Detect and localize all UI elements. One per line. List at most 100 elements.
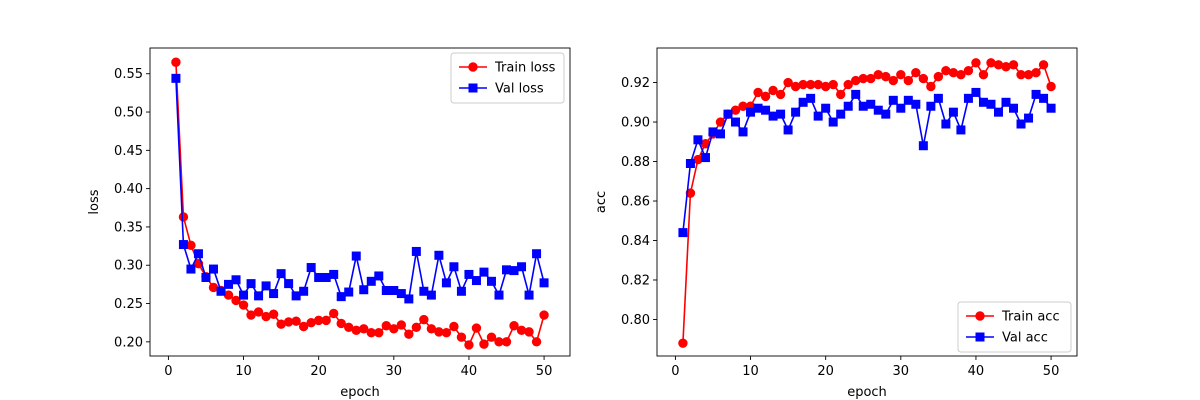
series-train-acc	[678, 58, 1056, 348]
data-point	[941, 119, 951, 129]
series-train-loss	[171, 57, 549, 350]
data-point	[494, 290, 504, 300]
y-tick-label: 0.40	[114, 182, 143, 197]
data-point	[524, 290, 534, 300]
y-tick-label: 0.20	[114, 335, 143, 350]
data-point	[321, 315, 331, 326]
data-point	[1031, 67, 1041, 78]
data-point	[866, 99, 876, 109]
data-point	[708, 127, 718, 137]
data-point	[986, 99, 996, 109]
data-point	[336, 292, 346, 302]
data-point	[978, 69, 989, 80]
series-val-acc	[678, 87, 1056, 238]
x-tick-label: 50	[1043, 364, 1060, 379]
data-point	[374, 327, 384, 338]
data-point	[238, 300, 249, 310]
data-point	[486, 332, 497, 342]
y-tick-label: 0.35	[114, 220, 143, 235]
data-point	[171, 73, 181, 83]
data-point	[693, 154, 703, 165]
data-point	[813, 111, 823, 121]
data-point	[231, 275, 241, 285]
data-point	[731, 117, 741, 127]
data-point	[798, 97, 808, 107]
data-point	[419, 286, 429, 296]
data-point	[775, 89, 786, 100]
data-point	[956, 69, 966, 80]
x-tick-label: 30	[893, 364, 910, 379]
data-point	[1001, 97, 1011, 107]
x-axis-label: epoch	[340, 385, 380, 400]
data-point	[411, 246, 421, 256]
data-point	[723, 109, 733, 119]
data-point	[321, 272, 331, 282]
data-point	[1024, 113, 1034, 123]
legend-marker	[975, 332, 985, 342]
data-point	[539, 310, 549, 320]
data-point	[471, 323, 482, 333]
data-point	[223, 290, 234, 300]
data-point	[858, 101, 868, 111]
chart-panels: 0 10 20 30 40 50 0.20 0.25 0.30 0.35 0.40 0.45 0.50 0…	[87, 47, 1078, 400]
data-point	[678, 228, 688, 238]
data-point	[700, 153, 710, 163]
data-point	[456, 332, 467, 342]
data-point	[753, 103, 763, 113]
data-point	[336, 318, 346, 329]
data-point	[933, 71, 944, 82]
data-point	[509, 266, 519, 276]
data-point	[366, 276, 376, 286]
data-point	[291, 316, 301, 326]
data-point	[269, 289, 279, 299]
x-tick-label: 20	[310, 364, 327, 379]
data-point	[685, 188, 696, 198]
data-point	[963, 93, 973, 103]
data-point	[753, 87, 763, 98]
data-point	[715, 129, 725, 139]
data-point	[216, 286, 226, 296]
series-val-loss	[171, 73, 549, 304]
data-point	[299, 286, 309, 296]
data-point	[359, 324, 369, 334]
x-tick-label: 50	[536, 364, 553, 379]
y-axis-label: acc	[594, 191, 609, 213]
data-point	[329, 308, 339, 319]
data-point	[903, 95, 913, 105]
data-point	[171, 57, 181, 67]
y-tick-label: 0.88	[621, 155, 650, 170]
data-point	[449, 321, 459, 332]
data-point	[911, 67, 921, 78]
data-point	[531, 337, 542, 347]
data-point	[993, 107, 1003, 117]
data-point	[276, 269, 286, 279]
y-tick-label: 0.92	[621, 76, 650, 91]
y-tick-label: 0.86	[621, 195, 650, 210]
data-point	[1016, 119, 1026, 129]
data-point	[291, 291, 301, 301]
data-point	[806, 93, 816, 103]
x-axis-label: epoch	[847, 385, 887, 400]
data-point	[441, 327, 452, 338]
data-point	[186, 264, 196, 274]
data-point	[268, 309, 279, 319]
data-point	[971, 87, 981, 97]
data-point	[351, 251, 361, 261]
data-point	[685, 159, 695, 168]
y-tick-label: 0.55	[114, 67, 143, 82]
data-point	[539, 278, 549, 288]
data-point	[926, 101, 936, 111]
data-point	[760, 91, 771, 102]
legend-label: Train acc	[1001, 310, 1060, 325]
y-tick-label: 0.82	[621, 273, 650, 288]
data-point	[239, 290, 249, 300]
data-point	[866, 73, 876, 84]
data-point	[449, 262, 459, 272]
data-point	[231, 295, 241, 306]
data-point	[1031, 89, 1041, 99]
data-point	[456, 286, 466, 296]
data-point	[434, 250, 444, 260]
y-axis-label: loss	[87, 189, 102, 214]
y-tick-label: 0.50	[114, 106, 143, 121]
